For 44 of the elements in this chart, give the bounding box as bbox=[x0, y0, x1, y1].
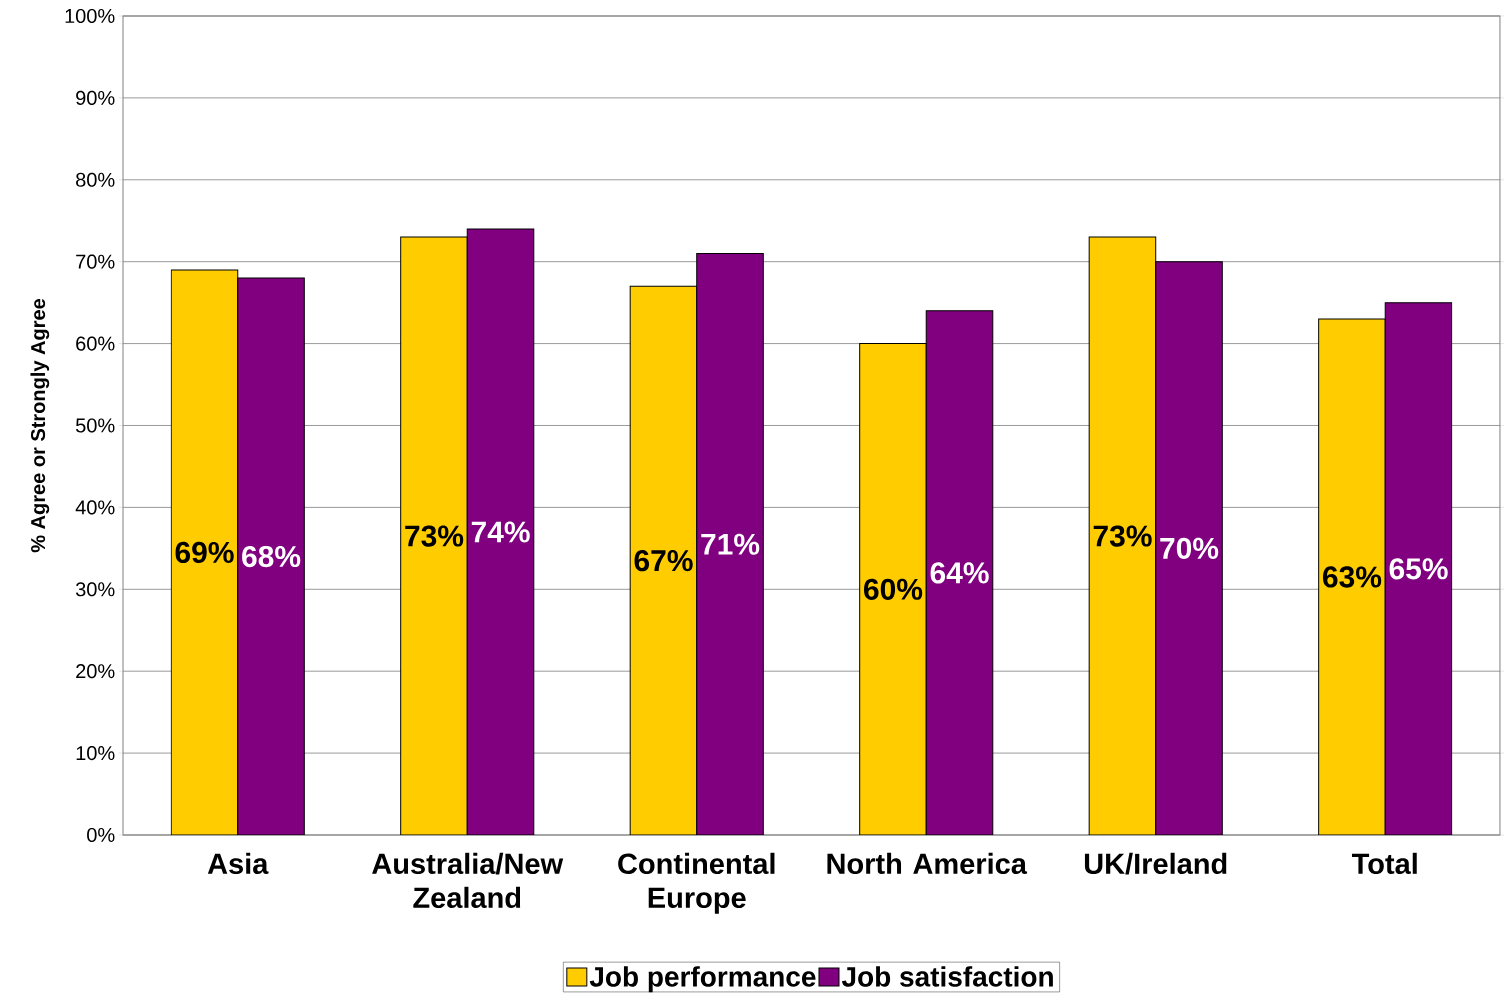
bar bbox=[1384, 302, 1453, 835]
bar bbox=[1088, 236, 1157, 835]
data-label: 64% bbox=[930, 562, 989, 584]
data-label: 70% bbox=[1160, 537, 1219, 559]
data-label: 67% bbox=[634, 550, 693, 572]
y-tick-label: 90% bbox=[76, 90, 115, 105]
bar bbox=[925, 310, 994, 835]
y-tick-label: 80% bbox=[76, 172, 115, 187]
legend-label: Job performance bbox=[589, 966, 816, 993]
x-tick-label: Continental Europe bbox=[618, 852, 775, 914]
y-tick-label: 40% bbox=[75, 500, 115, 515]
bar bbox=[170, 269, 239, 835]
bar bbox=[237, 277, 305, 835]
bar bbox=[466, 228, 535, 835]
data-label: 74% bbox=[471, 521, 530, 543]
data-label: 65% bbox=[1389, 558, 1448, 580]
x-tick-label: North America bbox=[827, 852, 1028, 875]
bar bbox=[1318, 318, 1386, 835]
x-tick-label: UK/Ireland bbox=[1084, 852, 1227, 875]
legend-label: Job satisfaction bbox=[841, 966, 1053, 987]
bar bbox=[696, 252, 764, 835]
y-tick-label: 100% bbox=[65, 8, 115, 24]
y-axis-title: % Agree or Strongly Agree bbox=[30, 298, 50, 553]
data-label: 73% bbox=[1093, 525, 1152, 547]
x-tick-label: Australia/New Zealand bbox=[372, 852, 564, 909]
data-label: 71% bbox=[701, 533, 760, 555]
y-tick-label: 60% bbox=[76, 336, 115, 351]
x-tick-label: Total bbox=[1351, 852, 1417, 875]
data-label: 63% bbox=[1323, 566, 1382, 588]
bar bbox=[400, 236, 468, 835]
bar bbox=[1155, 261, 1223, 835]
data-label: 60% bbox=[864, 578, 923, 600]
data-label: 68% bbox=[242, 545, 301, 568]
y-tick-label: 50% bbox=[75, 418, 115, 433]
y-tick-label: 70% bbox=[76, 254, 115, 269]
bar bbox=[629, 285, 698, 835]
y-tick-label: 30% bbox=[75, 582, 115, 597]
x-tick-label: Asia bbox=[207, 852, 269, 875]
data-label: 69% bbox=[175, 541, 234, 564]
bar bbox=[859, 343, 927, 835]
y-tick-label: 10% bbox=[76, 746, 115, 761]
y-tick-label: 20% bbox=[76, 664, 115, 679]
y-tick-label: 0% bbox=[87, 827, 115, 843]
data-label: 73% bbox=[405, 525, 464, 547]
